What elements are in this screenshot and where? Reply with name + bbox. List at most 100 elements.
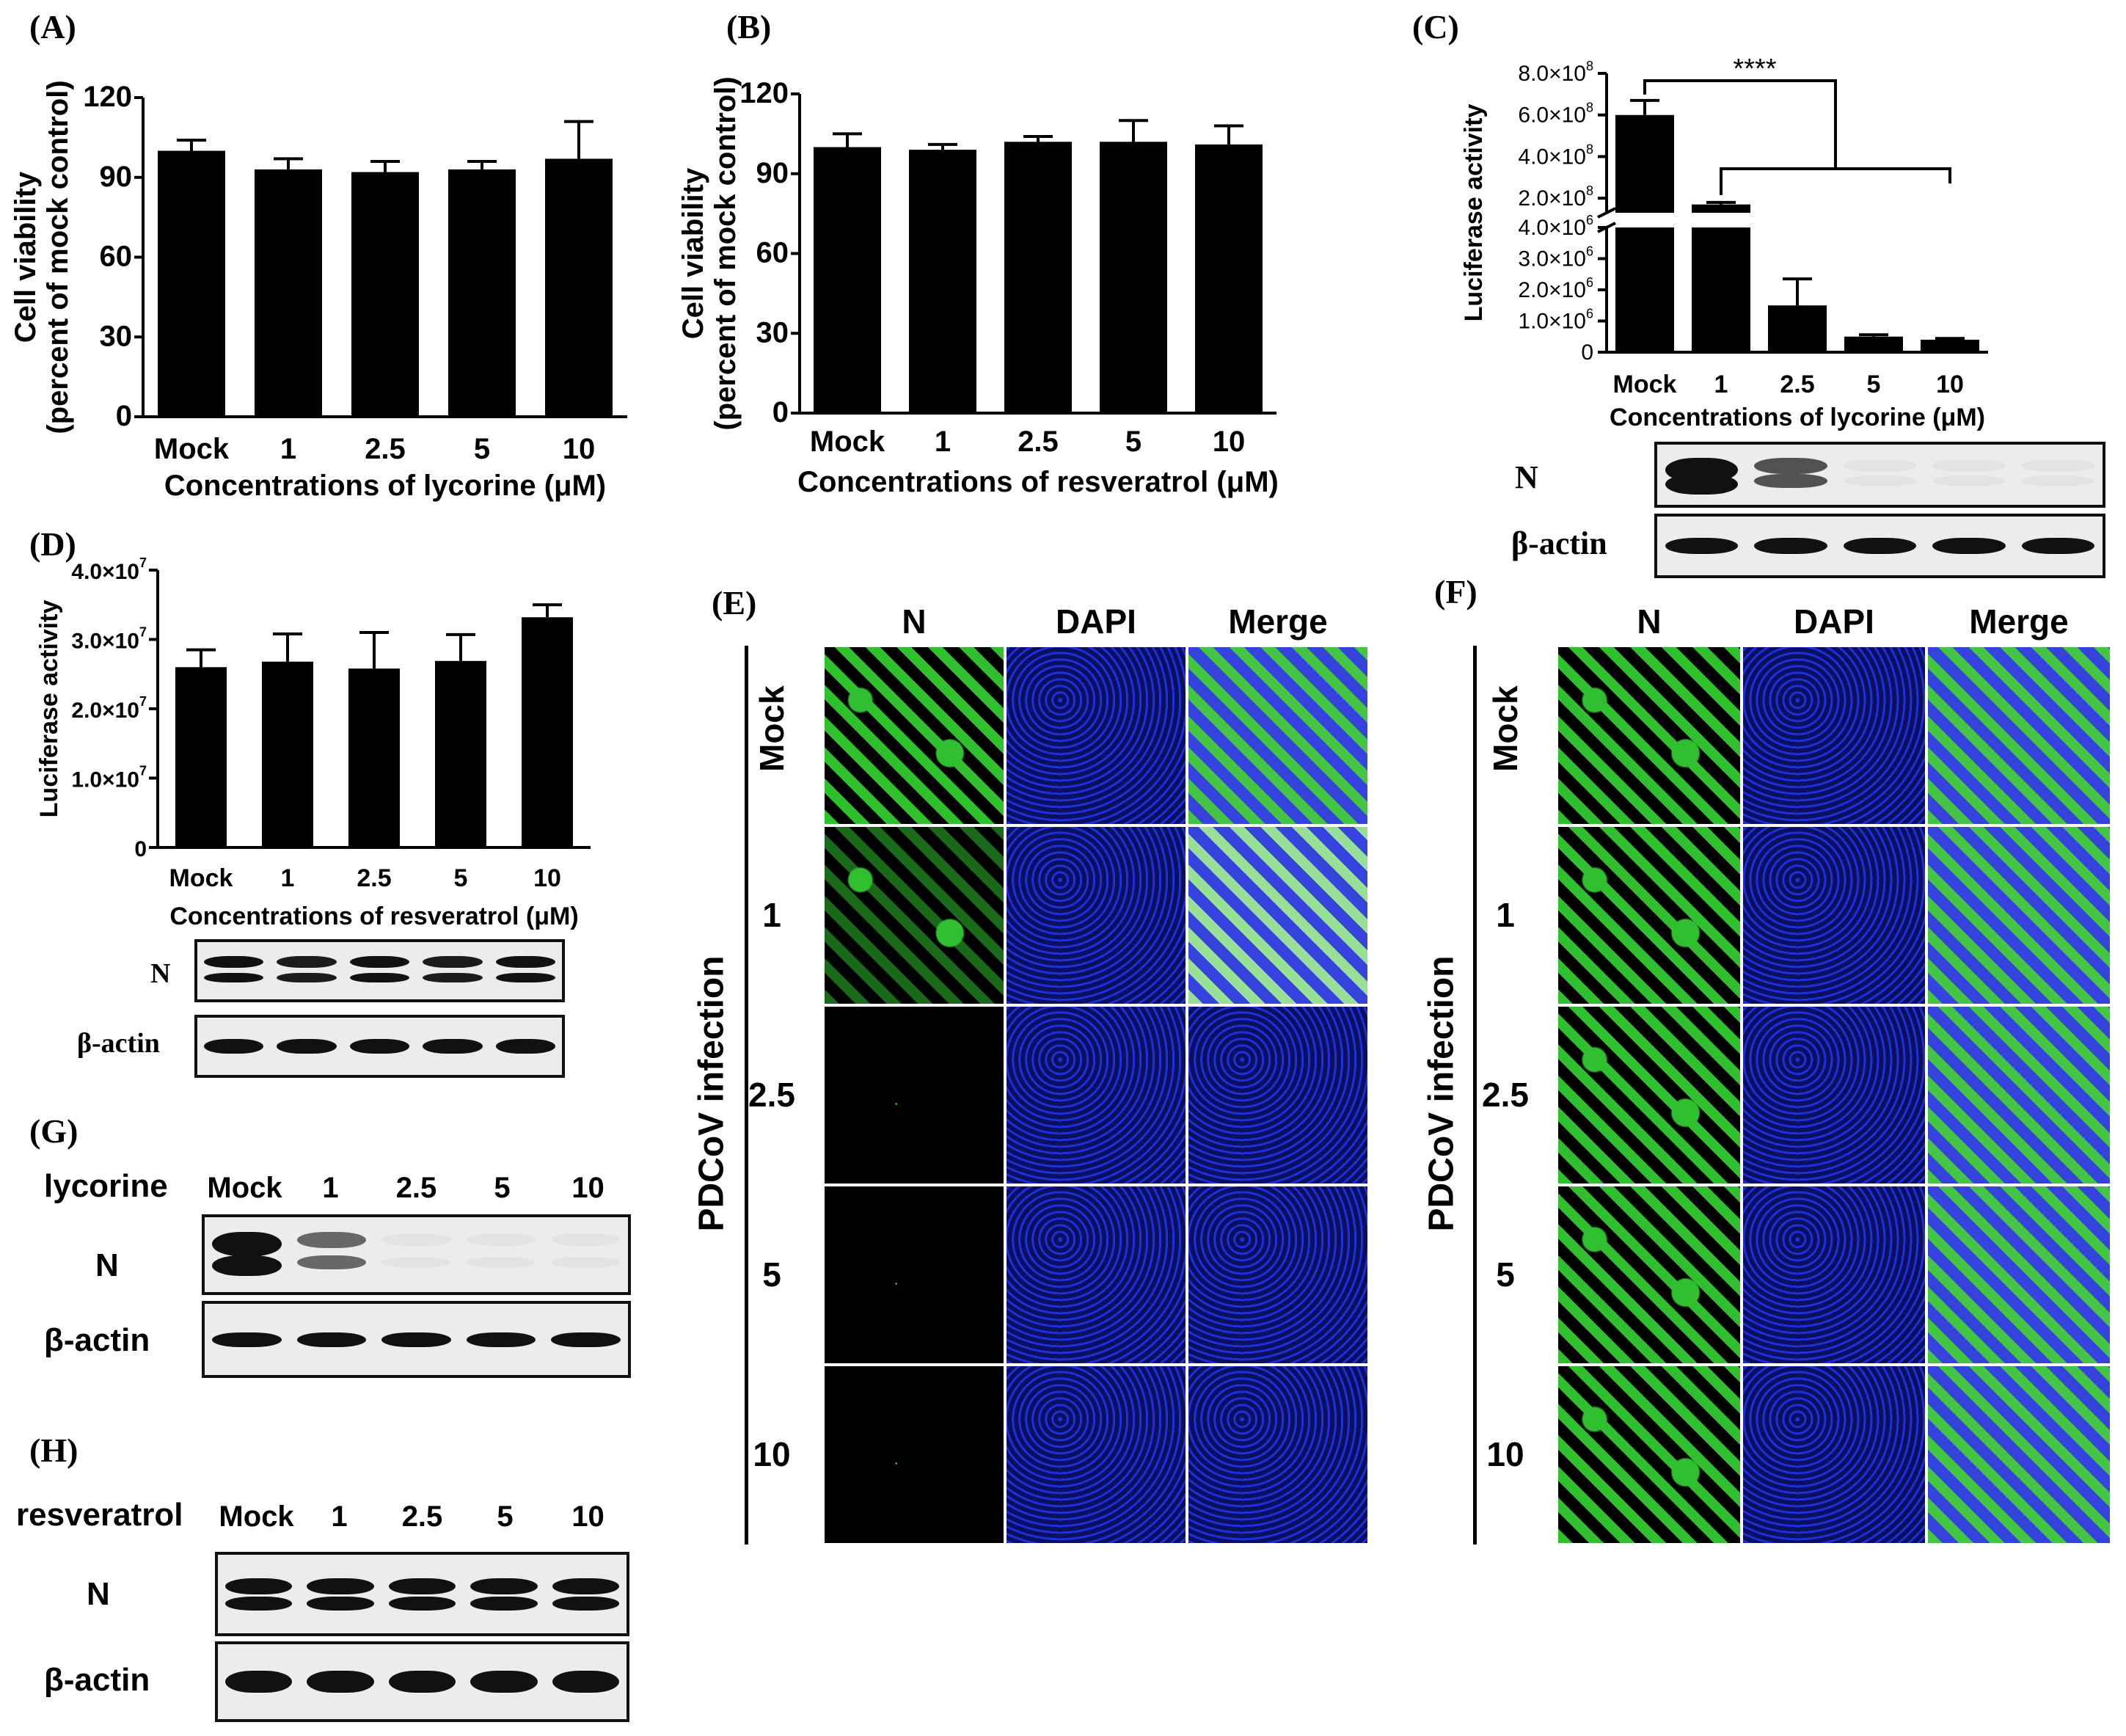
blot-c-n <box>1654 442 2105 508</box>
panel-label-f: (F) <box>1434 573 1477 610</box>
ifa-column-header: Merge <box>1228 602 1328 641</box>
ifa-row-label: 10 <box>1486 1434 1524 1473</box>
x-tick-label: 2.5 <box>1018 426 1059 458</box>
lane-label: 5 <box>497 1500 514 1533</box>
blot-band <box>466 1332 536 1347</box>
blot-g-n-label: N <box>95 1247 119 1283</box>
blot-g-actin <box>202 1301 631 1378</box>
ifa-column-header: N <box>1637 602 1662 641</box>
blot-band <box>1754 473 1827 488</box>
blot-band <box>225 1578 293 1594</box>
ifa-cell-dapi <box>1005 1185 1187 1365</box>
x-axis-title: Concentrations of lycorine (μM) <box>164 470 606 502</box>
y-axis-subtitle: (percent of mock control) <box>42 80 74 434</box>
ifa-column-header: DAPI <box>1794 602 1874 641</box>
blot-g-n <box>202 1214 631 1295</box>
panel-label-e: (E) <box>712 584 757 621</box>
blot-d-actin-label: β-actin <box>77 1028 160 1059</box>
ifa-cell-n <box>1557 825 1742 1005</box>
x-tick-label: 5 <box>454 864 468 892</box>
ifa-cell-n <box>823 825 1005 1005</box>
y-axis-title: Cell viability <box>677 167 709 339</box>
blot-band <box>2021 459 2095 473</box>
ifa-row-label: 10 <box>753 1434 791 1473</box>
y-tick-label: 2.0×106 <box>1518 275 1593 302</box>
ifa-cell-dapi <box>1742 825 1926 1005</box>
ifa-row-label: 2.5 <box>748 1075 795 1114</box>
y-tick-label: 60 <box>756 237 789 269</box>
blot-band <box>495 972 556 983</box>
bar-upper <box>1615 114 1674 213</box>
blot-d-n-label: N <box>150 958 171 989</box>
y-tick-label: 8.0×108 <box>1518 59 1593 86</box>
y-tick-exponent: 7 <box>139 764 147 778</box>
ifa-cell-merge <box>1926 646 2111 825</box>
blot-band <box>552 1671 619 1693</box>
y-tick-label: 1.0×106 <box>1518 307 1593 334</box>
ifa-cell-merge <box>1187 646 1369 825</box>
ifa-bracket-line <box>1473 646 1477 1544</box>
x-tick-label: 10 <box>533 864 561 892</box>
blot-band <box>550 1233 621 1247</box>
ifa-row-label: Mock <box>753 685 791 772</box>
blot-band <box>381 1332 451 1347</box>
y-axis-title: Luciferase activity <box>1460 104 1488 322</box>
x-tick-label: 10 <box>1213 426 1246 458</box>
panel-label-g: (G) <box>29 1112 78 1150</box>
ifa-side-title: PDCoV infection <box>1422 955 1461 1232</box>
blot-band <box>1843 538 1917 554</box>
bar <box>545 158 613 417</box>
x-tick-label: 1 <box>280 433 296 465</box>
ifa-cell-dapi <box>1742 646 1926 825</box>
bar <box>1921 340 1979 352</box>
y-tick-label: 0 <box>134 837 147 861</box>
ifa-row-label: 2.5 <box>1482 1075 1529 1114</box>
ifa-row-label: 5 <box>1496 1255 1515 1294</box>
blot-c-n-label: N <box>1515 459 1538 495</box>
y-tick-exponent: 8 <box>1586 183 1593 198</box>
bar-lower <box>1692 227 1750 352</box>
y-tick-exponent: 7 <box>139 694 147 709</box>
bar-upper <box>1692 204 1750 213</box>
blot-band <box>277 1039 337 1054</box>
blot-band <box>1932 459 2006 473</box>
lane-label: 5 <box>494 1172 511 1204</box>
ifa-row-label: Mock <box>1486 685 1524 772</box>
blot-band <box>307 1596 374 1611</box>
y-tick-exponent: 6 <box>1586 244 1593 259</box>
y-tick-label: 4.0×106 <box>1518 213 1593 240</box>
blot-h-n-label: N <box>87 1576 110 1612</box>
significance-bracket <box>1643 79 1837 169</box>
y-tick-label: 6.0×108 <box>1518 101 1593 128</box>
y-tick-label: 0 <box>116 400 132 432</box>
ifa-column-header: Merge <box>1969 602 2069 641</box>
blot-band <box>1843 459 1917 473</box>
blot-band <box>296 1231 367 1248</box>
ifa-cell-n <box>823 1005 1005 1185</box>
ifa-cell-merge <box>1187 1365 1369 1544</box>
significance-label: **** <box>1733 54 1776 84</box>
x-tick-label: Mock <box>169 864 233 892</box>
y-tick-label: 2.0×108 <box>1518 183 1593 211</box>
blot-band <box>203 1039 264 1054</box>
lane-label: 1 <box>322 1172 339 1204</box>
y-tick-label: 90 <box>756 157 789 189</box>
blot-band <box>1754 457 1827 474</box>
lane-label: Mock <box>207 1172 282 1204</box>
blot-band <box>388 1671 456 1693</box>
blot-c-actin <box>1654 514 2105 578</box>
chart-a: 0 30 60 90 120 Mock 1 2.5 5 10 Concentrations of l… <box>10 80 627 502</box>
y-tick-exponent: 7 <box>139 555 147 570</box>
y-tick-label: 30 <box>756 316 789 349</box>
ifa-cell-n <box>1557 1005 1742 1185</box>
blot-band <box>2021 475 2095 486</box>
bar <box>909 150 976 413</box>
x-tick-label: 5 <box>474 433 490 465</box>
y-tick-exponent: 8 <box>1586 101 1593 115</box>
blot-band <box>212 1332 282 1347</box>
blot-g-title: lycorine <box>44 1168 168 1204</box>
x-tick-label: 10 <box>563 433 596 465</box>
blot-h-actin-label: β-actin <box>44 1662 150 1698</box>
x-tick-label: 1 <box>1714 371 1728 398</box>
y-axis-title: Luciferase activity <box>35 600 63 818</box>
